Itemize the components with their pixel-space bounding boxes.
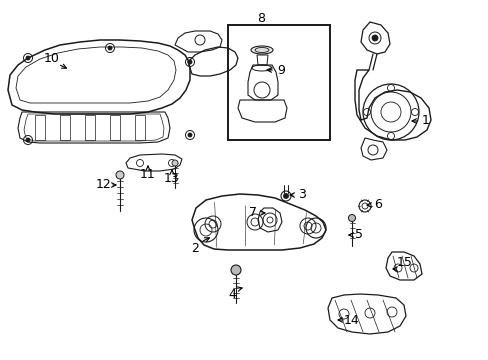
Text: 6: 6 [373,198,381,211]
Circle shape [172,160,178,166]
Text: 9: 9 [277,63,285,77]
Circle shape [108,46,112,50]
Circle shape [371,35,377,41]
Text: 7: 7 [248,207,257,220]
Circle shape [230,265,241,275]
Ellipse shape [250,46,272,54]
Circle shape [348,215,355,221]
Text: 12: 12 [96,179,112,192]
Text: 2: 2 [191,242,199,255]
Circle shape [116,171,124,179]
Text: 4: 4 [227,288,235,302]
Bar [227,25,329,140]
Circle shape [187,60,192,64]
Text: 3: 3 [298,189,305,202]
Text: 11: 11 [140,168,156,181]
Text: 14: 14 [344,314,359,327]
Text: 8: 8 [257,12,264,24]
Ellipse shape [254,48,268,53]
Circle shape [26,56,30,60]
Text: 5: 5 [354,229,362,242]
Text: 15: 15 [396,256,412,270]
Text: 1: 1 [421,114,429,127]
Circle shape [283,194,288,198]
Text: 13: 13 [164,172,180,185]
Circle shape [187,133,192,137]
Circle shape [26,138,30,142]
Text: 10: 10 [44,51,60,64]
